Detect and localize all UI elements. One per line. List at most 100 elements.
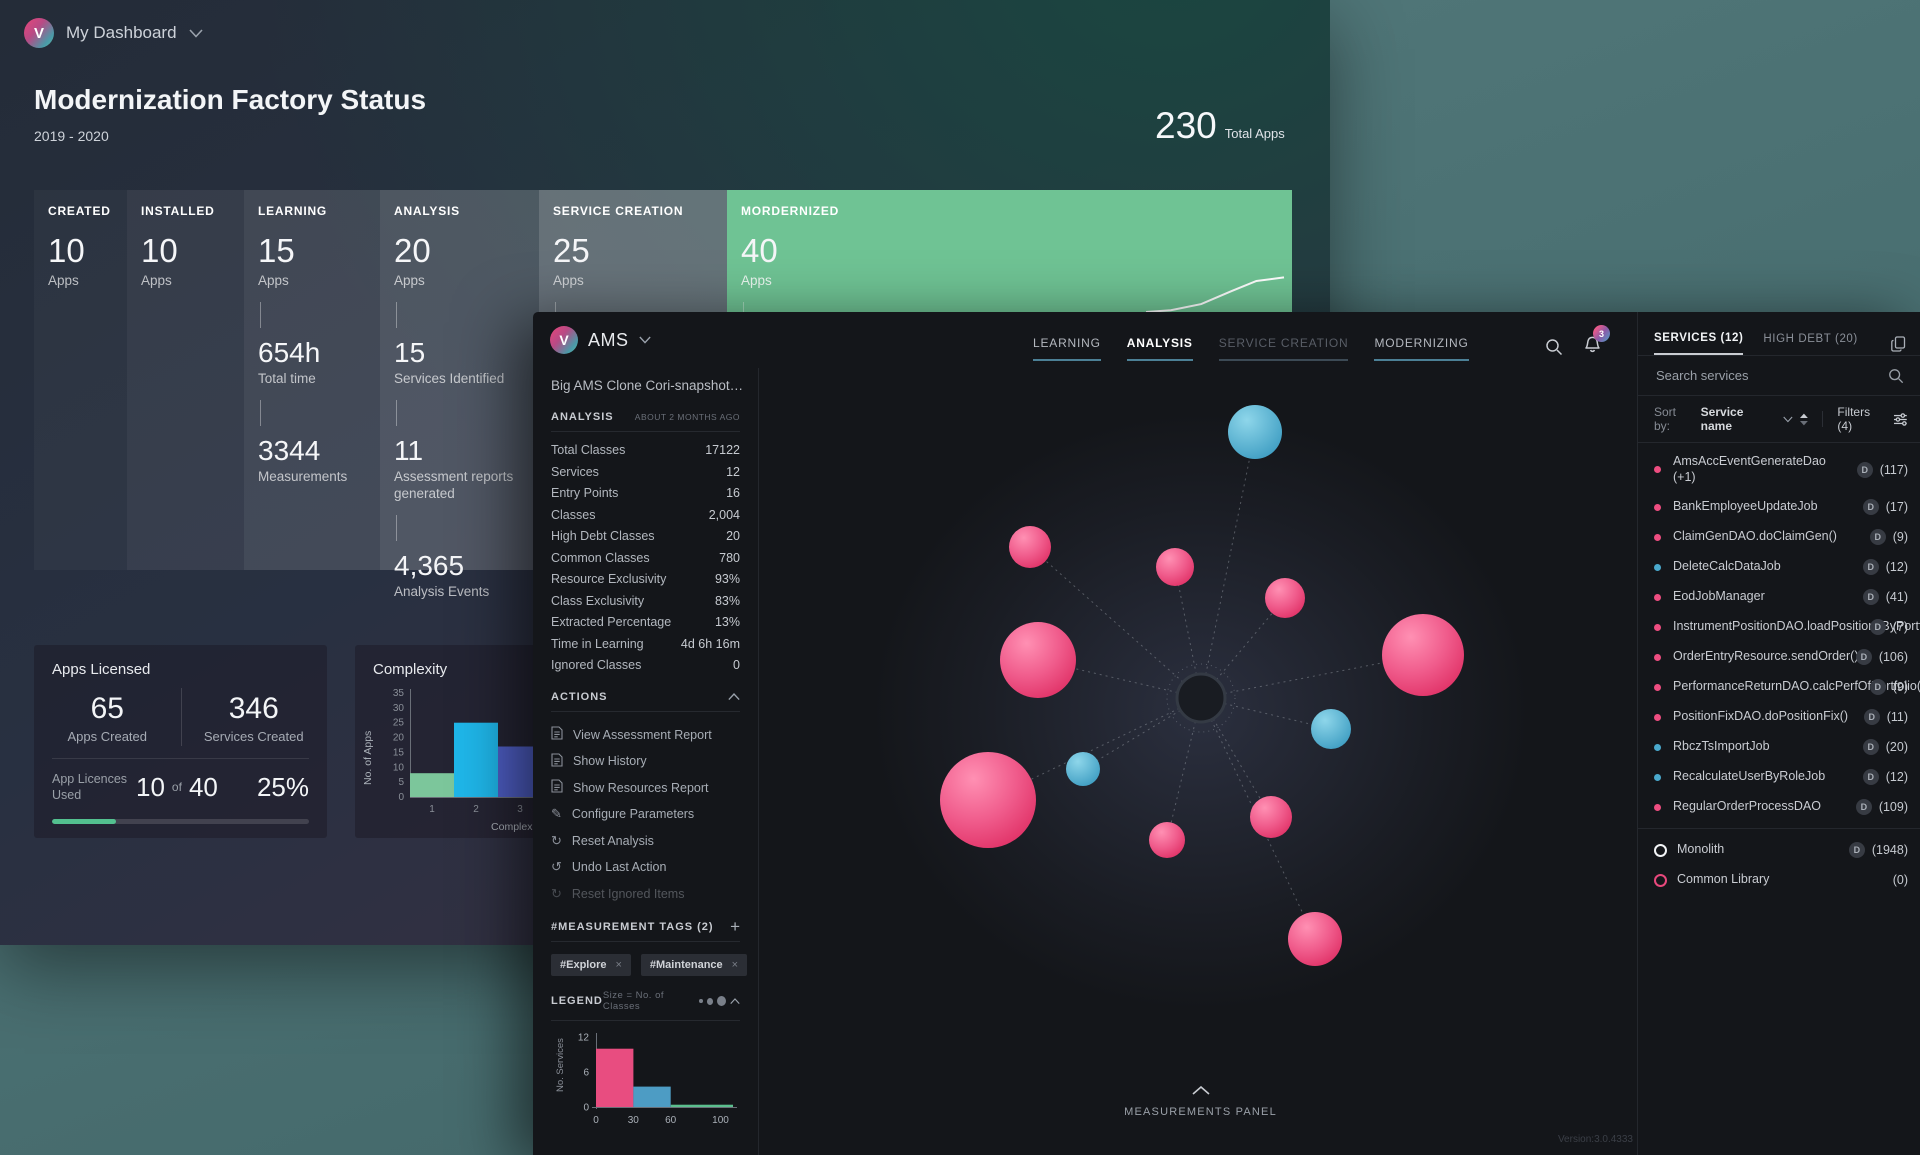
service-list-item[interactable]: RbczTsImportJob D (20) — [1638, 732, 1920, 762]
search-icon[interactable] — [1888, 368, 1904, 384]
action-reset-ignored-items[interactable]: ↻ Reset Ignored Items — [551, 881, 740, 908]
search-services-input[interactable] — [1654, 367, 1888, 384]
service-list-item[interactable]: OrderEntryResource.sendOrder() D (106) — [1638, 642, 1920, 672]
bell-icon — [1585, 336, 1600, 353]
analysis-stat-row: Common Classes 780 — [551, 548, 740, 570]
chevron-down-icon[interactable] — [638, 336, 651, 344]
chevron-down-icon[interactable] — [188, 28, 203, 38]
tab-services[interactable]: SERVICES (12) — [1654, 332, 1744, 355]
metric-label: Measurements — [258, 469, 348, 485]
action-show-history[interactable]: Show History — [551, 748, 740, 775]
service-list-item[interactable]: InstrumentPositionDAO.loadPositionsByPor… — [1638, 612, 1920, 642]
service-name: BankEmployeeUpdateJob — [1673, 499, 1818, 514]
ams-app-title[interactable]: AMS — [588, 329, 629, 350]
snapshot-name: Big AMS Clone Cori-snapshot… — [551, 378, 744, 393]
svg-text:15: 15 — [393, 747, 405, 758]
stage-created[interactable]: CREATED 10 Apps — [34, 190, 127, 570]
service-type-dot — [1654, 773, 1661, 781]
chevron-up-icon[interactable] — [728, 692, 740, 701]
filters-icon[interactable] — [1893, 412, 1908, 426]
metric-value: 20 — [394, 232, 431, 269]
total-apps-label: Total Apps — [1224, 126, 1285, 141]
service-count: (9) — [1892, 680, 1908, 695]
measurements-panel-toggle[interactable]: MEASUREMENTS PANEL — [1093, 1082, 1308, 1118]
debt-badge: D — [1869, 529, 1886, 546]
measurement-tag[interactable]: #Explore × — [551, 954, 631, 976]
metric-label: Apps — [394, 272, 425, 288]
add-tag-button[interactable]: + — [730, 917, 740, 936]
copy-icon[interactable] — [1891, 335, 1906, 352]
stat-value: 4d 6h 16m — [680, 636, 740, 651]
service-bubble-chart[interactable] — [533, 312, 1920, 1155]
service-list-item-common-library[interactable]: Common Library (0) — [1638, 865, 1920, 895]
action-reset-analysis[interactable]: ↻ Reset Analysis — [551, 828, 740, 855]
service-count: (17) — [1885, 500, 1908, 515]
measurement-tag[interactable]: #Maintenance × — [640, 954, 748, 976]
measurements-panel-label: MEASUREMENTS PANEL — [1124, 1106, 1277, 1118]
metric-value: 3344 — [258, 434, 321, 466]
tab-modernizing[interactable]: MODERNIZING — [1374, 336, 1469, 361]
tab-label: ANALYSIS — [1126, 336, 1193, 350]
notification-count-badge: 3 — [1593, 325, 1610, 342]
metric-value: 40 — [741, 232, 778, 269]
action-configure-parameters[interactable]: ✎ Configure Parameters — [551, 801, 740, 828]
analysis-section-title: ANALYSIS — [551, 411, 614, 423]
sort-value[interactable]: Service name — [1700, 405, 1744, 433]
app-logo: V — [24, 18, 54, 48]
service-list-item[interactable]: ClaimGenDAO.doClaimGen() D (9) — [1638, 522, 1920, 552]
svg-text:12: 12 — [578, 1033, 590, 1044]
stage-learning[interactable]: LEARNING 15 Apps 654h Total time 3344 Me… — [244, 190, 380, 570]
tab-high-debt[interactable]: HIGH DEBT (20) — [1763, 333, 1858, 345]
connector-line — [396, 301, 397, 328]
reset-icon: ↻ — [551, 885, 562, 901]
service-list-item[interactable]: PositionFixDAO.doPositionFix() D (11) — [1638, 702, 1920, 732]
services-created-value: 346 — [228, 692, 279, 725]
metric-label: Total time — [258, 370, 316, 386]
action-view-assessment-report[interactable]: View Assessment Report — [551, 722, 740, 749]
svg-text:3: 3 — [517, 804, 523, 815]
stage-metric: 10 Apps — [48, 233, 113, 290]
chevron-down-icon[interactable] — [1783, 416, 1793, 423]
remove-tag-icon[interactable]: × — [615, 959, 622, 971]
notifications-bell[interactable]: 3 — [1583, 325, 1610, 359]
sort-by-label: Sort by: — [1654, 405, 1677, 433]
tab-service-creation[interactable]: SERVICE CREATION — [1218, 336, 1349, 361]
tab-learning[interactable]: LEARNING — [1033, 336, 1101, 361]
service-list-item[interactable]: AmsAccEventGenerateDao (+1) D (117) — [1638, 447, 1920, 492]
metric-value: 654h — [258, 336, 321, 368]
licences-progress-fill — [52, 819, 117, 824]
analysis-stat-row: Total Classes 17122 — [551, 440, 740, 462]
services-list: AmsAccEventGenerateDao (+1) D (117) Bank… — [1638, 443, 1920, 895]
service-list-item-monolith[interactable]: Monolith D (1948) — [1638, 835, 1920, 865]
tab-underline — [1374, 359, 1469, 361]
chevron-up-icon[interactable] — [730, 997, 740, 1005]
service-list-item[interactable]: RecalculateUserByRoleJob D (12) — [1638, 762, 1920, 792]
search-icon[interactable] — [1545, 338, 1563, 356]
stage-metric: 10 Apps — [141, 233, 230, 290]
service-name: RecalculateUserByRoleJob — [1673, 769, 1826, 784]
svg-text:0: 0 — [398, 792, 404, 803]
apps-licensed-panel: Apps Licensed 65 Apps Created 346 Servic… — [34, 645, 327, 838]
action-undo-last-action[interactable]: ↺ Undo Last Action — [551, 854, 740, 881]
measurement-tags-header: #MEASUREMENT TAGS (2) + — [551, 917, 740, 942]
apps-licensed-stats: 65 Apps Created 346 Services Created — [34, 688, 327, 746]
remove-tag-icon[interactable]: × — [731, 959, 739, 971]
service-list-item[interactable]: RegularOrderProcessDAO D (109) — [1638, 792, 1920, 822]
stage-analysis[interactable]: ANALYSIS 20 Apps 15 Services Identified … — [380, 190, 539, 599]
svg-text:6: 6 — [583, 1068, 589, 1079]
service-list-item[interactable]: DeleteCalcDataJob D (12) — [1638, 552, 1920, 582]
licences-progress-track — [52, 819, 309, 824]
svg-text:No. Services: No. Services — [555, 1038, 566, 1092]
service-list-item[interactable]: EodJobManager D (41) — [1638, 582, 1920, 612]
tab-analysis[interactable]: ANALYSIS — [1126, 336, 1193, 361]
action-show-resources-report[interactable]: Show Resources Report — [551, 775, 740, 802]
snapshot-row[interactable]: Big AMS Clone Cori-snapshot… — [551, 378, 744, 393]
filters-button[interactable]: Filters (4) — [1837, 405, 1871, 433]
sort-direction-icon[interactable] — [1799, 413, 1809, 426]
dashboard-app-title[interactable]: My Dashboard — [66, 23, 177, 42]
svg-text:2: 2 — [473, 804, 479, 815]
total-apps: 230 Total Apps — [1155, 105, 1285, 147]
service-list-item[interactable]: BankEmployeeUpdateJob D (17) — [1638, 492, 1920, 522]
service-list-item[interactable]: PerformanceReturnDAO.calcPerfOfPortfolio… — [1638, 672, 1920, 702]
stage-installed[interactable]: INSTALLED 10 Apps — [127, 190, 244, 570]
